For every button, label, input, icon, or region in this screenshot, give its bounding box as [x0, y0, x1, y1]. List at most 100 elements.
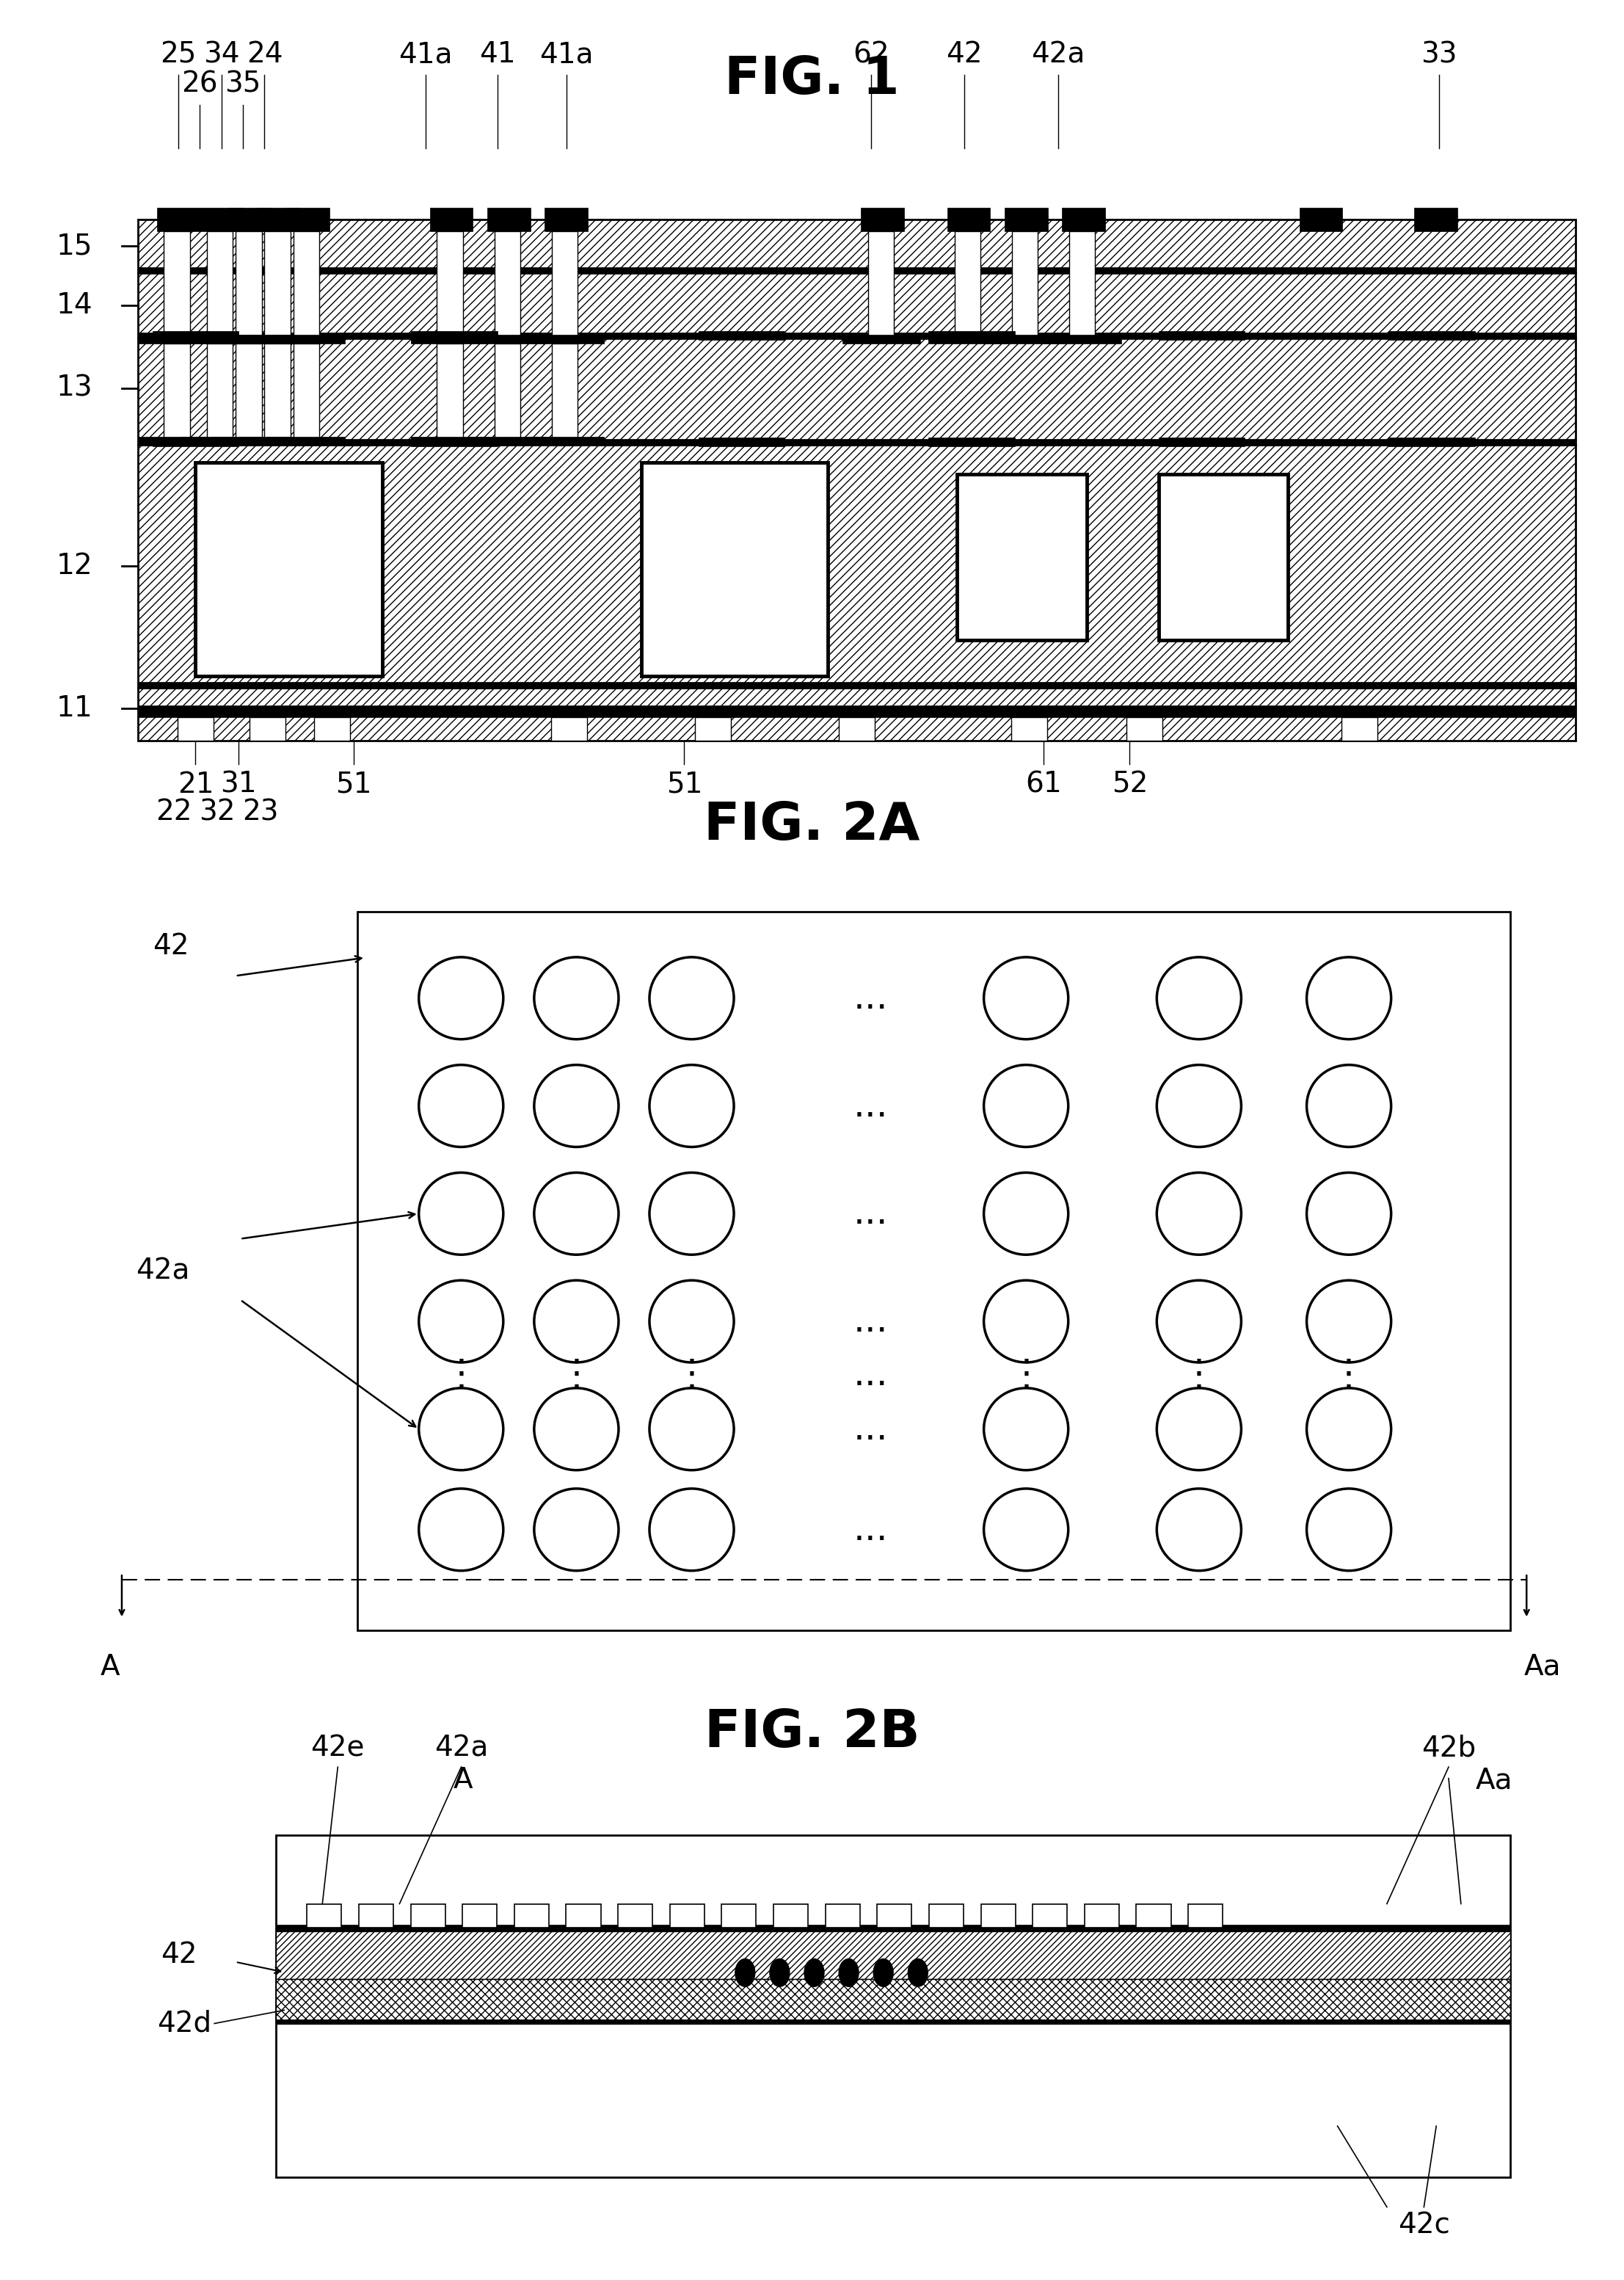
Bar	[695, 718, 731, 741]
Text: 42d: 42d	[158, 2009, 211, 2038]
Bar	[487, 207, 531, 230]
Bar	[138, 274, 1575, 337]
Bar	[276, 2020, 1510, 2025]
Bar	[955, 230, 981, 337]
Text: 42c: 42c	[1398, 2212, 1450, 2239]
Text: ...: ...	[853, 1411, 888, 1448]
Ellipse shape	[419, 1172, 503, 1254]
Bar	[276, 1979, 1510, 2025]
Bar	[138, 440, 1575, 447]
Text: 51: 51	[336, 771, 372, 798]
Bar	[526, 335, 604, 344]
Bar	[552, 344, 578, 445]
Ellipse shape	[534, 1489, 619, 1571]
Ellipse shape	[534, 1389, 619, 1471]
Text: 26: 26	[182, 71, 218, 98]
Circle shape	[908, 1959, 927, 1986]
Ellipse shape	[984, 1065, 1069, 1147]
Text: A: A	[101, 1653, 120, 1680]
Bar	[209, 335, 287, 344]
Bar	[1137, 1904, 1171, 1927]
Ellipse shape	[534, 1065, 619, 1147]
Bar	[164, 344, 190, 445]
Text: 31: 31	[221, 771, 257, 798]
Ellipse shape	[534, 1281, 619, 1363]
Bar	[138, 333, 1575, 340]
Bar	[411, 331, 497, 340]
Bar	[268, 438, 344, 447]
Bar	[698, 331, 784, 340]
Text: FIG. 2B: FIG. 2B	[705, 1708, 919, 1758]
Bar	[698, 438, 784, 447]
Text: A: A	[453, 1767, 473, 1794]
Text: ⋮: ⋮	[443, 1357, 479, 1393]
Text: ⋮: ⋮	[559, 1357, 594, 1393]
Bar	[153, 438, 239, 447]
Text: 41a: 41a	[398, 41, 453, 68]
Bar	[494, 230, 520, 337]
Text: 34: 34	[203, 41, 240, 68]
Text: 42b: 42b	[1421, 1735, 1476, 1762]
Bar	[276, 1931, 1510, 1979]
Ellipse shape	[1307, 1489, 1392, 1571]
Bar	[1125, 718, 1163, 741]
Text: 42a: 42a	[135, 1256, 190, 1286]
Text: 42: 42	[947, 41, 983, 68]
Bar	[411, 1904, 445, 1927]
Bar	[138, 438, 216, 447]
Bar	[1158, 438, 1244, 447]
Bar	[138, 682, 1575, 689]
Ellipse shape	[650, 1172, 734, 1254]
Bar	[257, 207, 300, 230]
Text: 42a: 42a	[434, 1735, 489, 1762]
Bar	[294, 344, 320, 445]
Text: ...: ...	[853, 1088, 888, 1124]
Bar	[200, 207, 244, 230]
Ellipse shape	[984, 1281, 1069, 1363]
Bar	[235, 230, 261, 337]
Ellipse shape	[984, 1172, 1069, 1254]
Text: 61: 61	[1025, 771, 1062, 798]
Ellipse shape	[650, 1065, 734, 1147]
Bar	[721, 1904, 757, 1927]
Bar	[1341, 718, 1377, 741]
Ellipse shape	[1307, 958, 1392, 1040]
Bar	[861, 207, 905, 230]
Text: 11: 11	[57, 695, 93, 723]
Bar	[1389, 438, 1475, 447]
Circle shape	[770, 1959, 789, 1986]
Ellipse shape	[984, 958, 1069, 1040]
Ellipse shape	[419, 1489, 503, 1571]
Text: ...: ...	[853, 980, 888, 1017]
Bar	[773, 1904, 809, 1927]
Bar	[411, 438, 489, 447]
Bar	[430, 207, 473, 230]
Bar	[313, 718, 351, 741]
Ellipse shape	[419, 1065, 503, 1147]
Bar	[268, 335, 344, 344]
Bar	[469, 438, 546, 447]
Ellipse shape	[1156, 1389, 1241, 1471]
Text: 24: 24	[247, 41, 283, 68]
Bar	[986, 335, 1064, 344]
Ellipse shape	[534, 958, 619, 1040]
Bar	[929, 438, 1015, 447]
Bar	[1062, 207, 1106, 230]
Bar	[138, 335, 216, 344]
Text: FIG. 1: FIG. 1	[724, 55, 900, 105]
Ellipse shape	[1307, 1281, 1392, 1363]
Ellipse shape	[1156, 1172, 1241, 1254]
Bar	[619, 1904, 653, 1927]
Bar	[138, 705, 1575, 718]
Text: ⋮: ⋮	[674, 1357, 710, 1393]
Bar	[286, 207, 330, 230]
Bar	[957, 474, 1086, 641]
Text: 32: 32	[198, 798, 235, 825]
Bar	[929, 331, 1015, 340]
Bar	[153, 331, 239, 340]
Text: FIG. 2A: FIG. 2A	[703, 800, 921, 850]
Text: ⋮: ⋮	[1330, 1357, 1367, 1393]
Bar	[437, 344, 463, 445]
Bar	[229, 207, 271, 230]
Ellipse shape	[1307, 1065, 1392, 1147]
